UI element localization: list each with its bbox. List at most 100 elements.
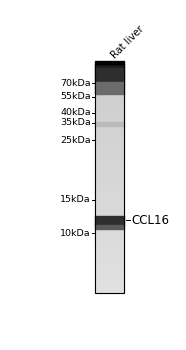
- Bar: [95, 230, 124, 231]
- Bar: [95, 241, 124, 242]
- Bar: [95, 167, 124, 168]
- Bar: [95, 142, 124, 144]
- Bar: [95, 279, 124, 280]
- Bar: [95, 184, 124, 185]
- Bar: [95, 222, 124, 223]
- Bar: [95, 264, 124, 265]
- Bar: [95, 171, 124, 172]
- Bar: [95, 182, 124, 183]
- Bar: [95, 278, 124, 279]
- Bar: [95, 183, 124, 184]
- Bar: [95, 190, 124, 191]
- Bar: [95, 240, 124, 241]
- Text: 70kDa: 70kDa: [60, 78, 91, 88]
- Bar: [95, 263, 124, 264]
- Bar: [95, 178, 124, 179]
- Bar: [95, 204, 124, 205]
- Bar: [95, 235, 124, 237]
- Bar: [95, 176, 124, 177]
- Bar: [95, 170, 124, 171]
- Bar: [95, 239, 124, 240]
- Bar: [95, 68, 124, 82]
- Bar: [95, 129, 124, 130]
- Bar: [95, 187, 124, 188]
- Bar: [95, 237, 124, 238]
- Bar: [95, 136, 124, 137]
- Bar: [95, 159, 124, 160]
- Bar: [95, 98, 124, 99]
- Bar: [95, 163, 124, 164]
- Bar: [95, 82, 124, 94]
- Bar: [95, 280, 124, 281]
- Bar: [95, 273, 124, 274]
- Bar: [95, 242, 124, 243]
- Bar: [95, 154, 124, 155]
- Bar: [95, 251, 124, 253]
- Bar: [95, 216, 124, 217]
- Bar: [95, 133, 124, 134]
- Bar: [95, 91, 124, 92]
- Bar: [95, 247, 124, 248]
- Bar: [95, 285, 124, 286]
- Bar: [95, 116, 124, 117]
- Text: 10kDa: 10kDa: [60, 229, 91, 238]
- Bar: [95, 210, 124, 211]
- Bar: [95, 207, 124, 208]
- Bar: [95, 144, 124, 145]
- Text: 55kDa: 55kDa: [60, 92, 91, 101]
- Bar: [95, 284, 124, 285]
- Bar: [95, 287, 124, 288]
- Bar: [95, 92, 124, 93]
- Bar: [95, 99, 124, 100]
- Bar: [95, 102, 124, 103]
- Bar: [95, 272, 124, 273]
- Bar: [95, 107, 124, 108]
- Bar: [95, 228, 124, 229]
- Bar: [95, 164, 124, 166]
- Bar: [95, 106, 124, 107]
- Bar: [95, 214, 124, 215]
- Bar: [95, 103, 124, 104]
- Bar: [95, 199, 124, 200]
- Bar: [95, 156, 124, 158]
- Bar: [95, 186, 124, 187]
- Bar: [95, 77, 124, 78]
- Bar: [95, 225, 124, 229]
- Bar: [95, 292, 124, 293]
- Bar: [95, 138, 124, 139]
- Bar: [95, 140, 124, 141]
- Bar: [95, 85, 124, 86]
- Bar: [95, 286, 124, 287]
- Bar: [95, 124, 124, 125]
- Bar: [95, 282, 124, 284]
- Bar: [95, 243, 124, 245]
- Bar: [95, 134, 124, 136]
- Bar: [95, 153, 124, 154]
- Bar: [95, 194, 124, 195]
- Bar: [95, 205, 124, 207]
- Bar: [95, 83, 124, 84]
- Bar: [95, 166, 124, 167]
- Bar: [95, 245, 124, 246]
- Bar: [95, 79, 124, 81]
- Bar: [95, 162, 124, 163]
- Bar: [95, 149, 124, 150]
- Bar: [95, 115, 124, 116]
- Text: 35kDa: 35kDa: [60, 118, 91, 127]
- Bar: [95, 73, 124, 74]
- Bar: [95, 96, 124, 97]
- Bar: [95, 97, 124, 98]
- Bar: [95, 174, 124, 175]
- Bar: [95, 64, 124, 293]
- Bar: [95, 66, 124, 67]
- Bar: [95, 122, 124, 126]
- Bar: [95, 267, 124, 268]
- Bar: [95, 120, 124, 121]
- Bar: [95, 266, 124, 267]
- Bar: [95, 255, 124, 256]
- Bar: [95, 158, 124, 159]
- Bar: [95, 219, 124, 220]
- Bar: [95, 105, 124, 106]
- Bar: [95, 234, 124, 235]
- Bar: [95, 90, 124, 91]
